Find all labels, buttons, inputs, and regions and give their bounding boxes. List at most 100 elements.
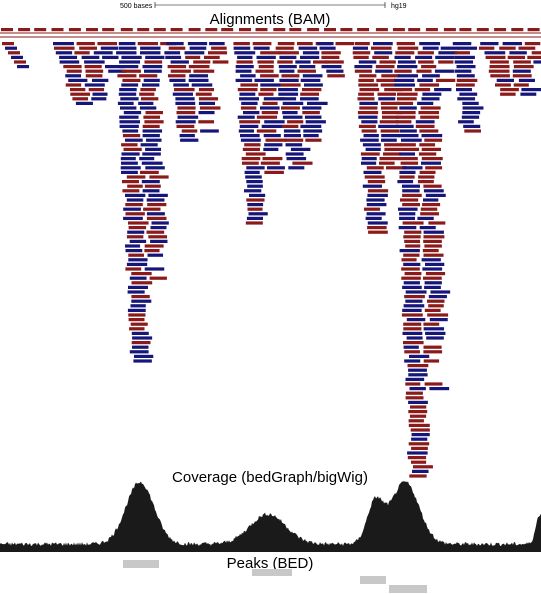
aligned-read — [146, 198, 165, 202]
aligned-read — [366, 212, 386, 216]
aligned-read — [198, 97, 219, 101]
aligned-read — [358, 124, 376, 128]
aligned-read — [518, 46, 536, 50]
aligned-read — [126, 235, 144, 239]
aligned-read — [429, 387, 450, 391]
aligned-read — [146, 212, 165, 216]
aligned-read — [402, 189, 420, 193]
aligned-read — [434, 69, 454, 73]
alignments-track[interactable]: Alignments (BAM) — [0, 11, 541, 478]
aligned-read — [415, 120, 435, 124]
aligned-read — [137, 28, 150, 32]
peak-feature[interactable] — [123, 560, 159, 568]
aligned-read — [55, 51, 73, 55]
aligned-read — [375, 69, 393, 73]
aligned-read — [278, 65, 297, 69]
aligned-read — [92, 92, 108, 96]
aligned-read — [459, 28, 472, 32]
aligned-read — [512, 69, 531, 73]
aligned-read — [422, 249, 439, 253]
peaks-track[interactable]: Peaks (BED) — [123, 555, 427, 593]
aligned-read — [149, 175, 169, 179]
aligned-read — [11, 55, 23, 59]
aligned-read — [253, 46, 270, 50]
aligned-read — [200, 129, 219, 133]
aligned-read — [438, 60, 454, 64]
aligned-read — [283, 134, 301, 138]
aligned-read — [121, 69, 141, 73]
aligned-read — [384, 147, 401, 151]
aligned-read — [247, 207, 263, 211]
aligned-read — [14, 60, 26, 64]
aligned-read — [245, 152, 266, 156]
aligned-read — [260, 51, 281, 55]
aligned-read — [145, 147, 162, 151]
aligned-read — [267, 166, 285, 170]
aligned-read — [358, 115, 378, 119]
aligned-read — [321, 55, 340, 59]
aligned-read — [457, 46, 478, 50]
aligned-read — [402, 285, 422, 289]
aligned-read — [240, 134, 260, 138]
aligned-read — [401, 138, 422, 142]
aligned-read — [164, 51, 181, 55]
aligned-read — [119, 115, 139, 119]
aligned-read — [121, 152, 140, 156]
aligned-read — [419, 129, 439, 133]
aligned-read — [125, 193, 146, 197]
aligned-read — [404, 350, 420, 354]
aligned-read — [123, 207, 141, 211]
aligned-read — [380, 83, 397, 87]
aligned-read — [380, 101, 400, 105]
aligned-read — [121, 143, 138, 147]
aligned-read — [411, 433, 430, 437]
aligned-read — [403, 262, 421, 266]
aligned-read — [454, 51, 470, 55]
aligned-read — [300, 97, 319, 101]
aligned-read — [381, 138, 397, 142]
peak-feature[interactable] — [360, 576, 386, 584]
aligned-read — [144, 244, 164, 248]
aligned-read — [427, 313, 449, 317]
aligned-read — [142, 83, 160, 87]
aligned-read — [193, 60, 211, 64]
aligned-read — [403, 235, 421, 239]
aligned-read — [278, 88, 298, 92]
aligned-read — [427, 299, 445, 303]
aligned-read — [462, 111, 481, 115]
aligned-read — [423, 189, 444, 193]
peak-feature[interactable] — [252, 569, 292, 576]
aligned-read — [423, 253, 444, 257]
aligned-read — [462, 106, 484, 110]
aligned-read — [352, 46, 369, 50]
aligned-read — [400, 198, 419, 202]
peak-feature[interactable] — [389, 585, 427, 593]
aligned-read — [418, 175, 435, 179]
aligned-read — [358, 60, 377, 64]
aligned-read — [304, 83, 323, 87]
aligned-read — [120, 97, 139, 101]
aligned-read — [142, 124, 160, 128]
aligned-read — [509, 51, 527, 55]
aligned-read — [265, 138, 287, 142]
aligned-read — [74, 51, 90, 55]
aligned-read — [417, 101, 434, 105]
aligned-read — [426, 336, 444, 340]
aligned-read — [423, 198, 439, 202]
coverage-track[interactable]: Coverage (bedGraph/bigWig) — [0, 469, 541, 552]
aligned-read — [399, 129, 417, 133]
aligned-read — [70, 92, 91, 96]
aligned-read — [422, 92, 442, 96]
aligned-read — [381, 74, 400, 78]
aligned-read — [246, 166, 265, 170]
aligned-read — [256, 55, 276, 59]
aligned-read — [279, 78, 299, 82]
aligned-read — [365, 147, 381, 151]
aligned-read — [425, 331, 446, 335]
aligned-read — [133, 359, 152, 363]
aligned-read — [362, 143, 381, 147]
aligned-read — [84, 65, 102, 69]
aligned-read — [275, 46, 294, 50]
aligned-read — [403, 327, 422, 331]
